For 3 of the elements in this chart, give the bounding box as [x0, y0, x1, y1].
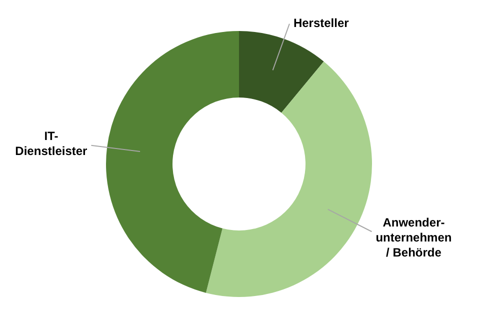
slice-label: Hersteller	[293, 16, 350, 30]
slice-label: IT- Dienstleister	[15, 129, 88, 158]
slice-label: Anwender- unternehmen / Behörde	[376, 216, 452, 260]
